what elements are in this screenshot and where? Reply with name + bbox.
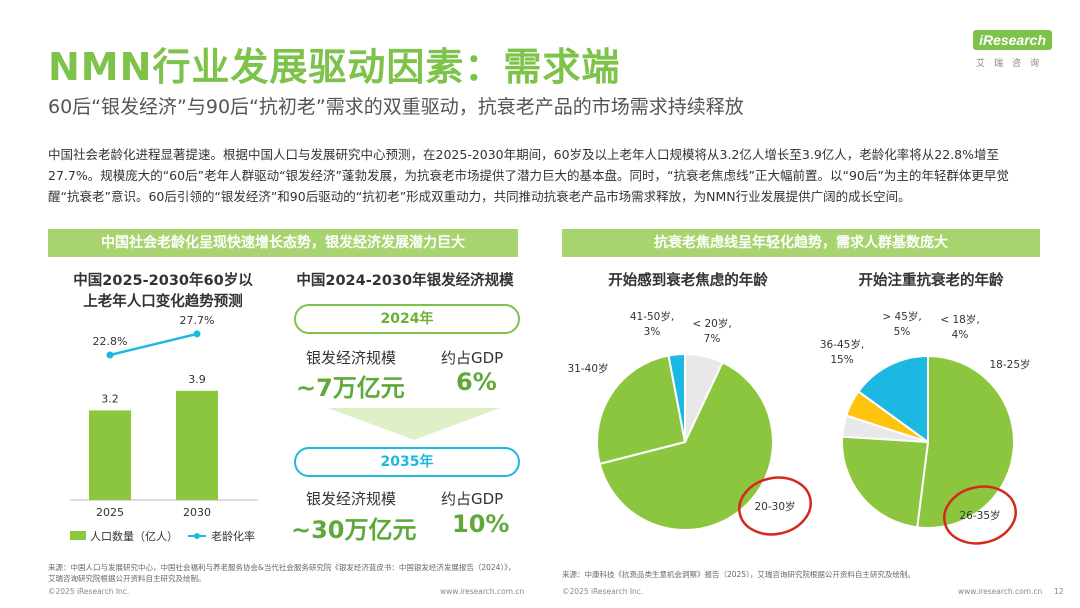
kpi-value-gdp-2024: 6% [456,368,497,396]
pie-slice-pct: 3% [644,326,661,338]
logo-brand: iResearch [973,30,1052,50]
scale-title: 中国2024-2030年银发经济规模 [296,273,514,289]
bar-category-label: 2025 [96,506,124,519]
pie-slice-label: 41-50岁, [630,310,674,323]
age-pie-charts: 20-30岁 31-40岁 41-50岁, 3% < 20岁, 7% 26-35岁 18-25… [567,310,1031,545]
pie-antiaging-title: 开始注重抗衰老的年龄 [858,273,1004,289]
pie-anxiety-title: 开始感到衰老焦虑的年龄 [608,273,768,289]
footer-copyright-right: ©2025 iResearch Inc. [562,587,644,596]
source-note-right: 来源：中康科技《抗衰品类生意机会洞察》报告（2025），艾瑞咨询研究院根据公开资… [562,570,915,579]
legend-line-marker [194,533,200,539]
footer-url-right: www.iresearch.com.cn [958,587,1043,596]
pie-slice-label: < 18岁, [940,313,979,326]
kpi-value-gdp-2035: 10% [452,510,510,538]
pie-slice-label: > 45岁, [882,310,921,323]
pie-slice [857,354,929,444]
right-banner: 抗衰老焦虑线呈年轻化趋势，需求人群基数庞大 [562,229,1040,257]
pie-slice [684,352,724,443]
population-bar-chart: 3.2 2025 3.9 2030 22.8% 27.7% 人口数量（亿人） 老龄化率 [70,314,258,543]
bar-category-label: 2030 [183,506,211,519]
source-note-left: 来源：中国人口与发展研究中心，中国社会福利与养老服务协会&当代社会服务研究院《银… [48,563,516,583]
pie-slice [916,354,1015,529]
pie-slice-label: 26-35岁 [959,509,1000,522]
pie-slice-pct: 7% [704,333,721,345]
kpi-label-scale-2035: 银发经济规模 [306,490,397,508]
highlight-circle [943,485,1017,545]
page-title: NMN行业发展驱动因素：需求端 [48,45,621,89]
pie-slice-pct: 4% [952,329,969,341]
highlight-circle [738,476,812,536]
pie-slice [596,354,687,466]
intro-paragraph: 中国社会老龄化进程显著提速。根据中国人口与发展研究中心预测，在2025-2030… [48,147,1009,204]
pie-slice-label: 31-40岁 [567,362,608,375]
population-bar [176,390,218,500]
kpi-label-scale-2024: 银发经济规模 [306,349,397,367]
legend-line-label: 老龄化率 [211,529,255,543]
iresearch-logo: iResearch 艾瑞咨询 [962,30,1052,72]
legend-bar-swatch [70,531,86,540]
aging-rate-label: 27.7% [180,314,215,327]
pie-slice-pct: 15% [830,354,853,366]
pie-slice-label: 36-45岁, [820,338,864,351]
aging-rate-point [106,351,114,359]
left-banner: 中国社会老龄化呈现快速增长态势，银发经济发展潜力巨大 [48,229,518,257]
kpi-value-scale-2035: ~30万亿元 [291,516,417,544]
pie-slice [598,361,774,531]
population-bar [89,410,131,500]
pie-slice-pct: 5% [894,326,911,338]
page-number: 12 [1054,587,1064,596]
aging-rate-line [109,332,198,357]
kpi-label-gdp-2035: 约占GDP [441,490,504,508]
legend-bar-label: 人口数量（亿人） [90,530,178,543]
pie-slice-label: 18-25岁 [989,358,1030,371]
aging-rate-label: 22.8% [93,335,128,348]
bar-chart-title: 中国2025-2030年60岁以上老年人口变化趋势预测 [73,273,253,310]
footer-copyright-left: ©2025 iResearch Inc. [48,587,130,596]
pie-slice-label: 20-30岁 [754,500,795,513]
bar-value-label: 3.2 [101,392,119,405]
bar-value-label: 3.9 [188,373,206,386]
down-arrow-icon [328,408,500,440]
kpi-label-gdp-2024: 约占GDP [441,349,504,367]
year-pill-2024: 2024年 [294,304,520,334]
pie-slice-label: < 20岁, [692,317,731,330]
year-pill-2035: 2035年 [294,447,520,477]
page-subtitle: 60后“银发经济”与90后“抗初老”需求的双重驱动，抗衰老产品的市场需求持续释放 [48,96,744,118]
footer-url-left: www.iresearch.com.cn [440,587,525,596]
pie-slice [841,435,930,529]
kpi-value-scale-2024: ~7万亿元 [296,374,405,402]
logo-sub: 艾瑞咨询 [975,59,1048,69]
aging-rate-point [193,330,201,338]
